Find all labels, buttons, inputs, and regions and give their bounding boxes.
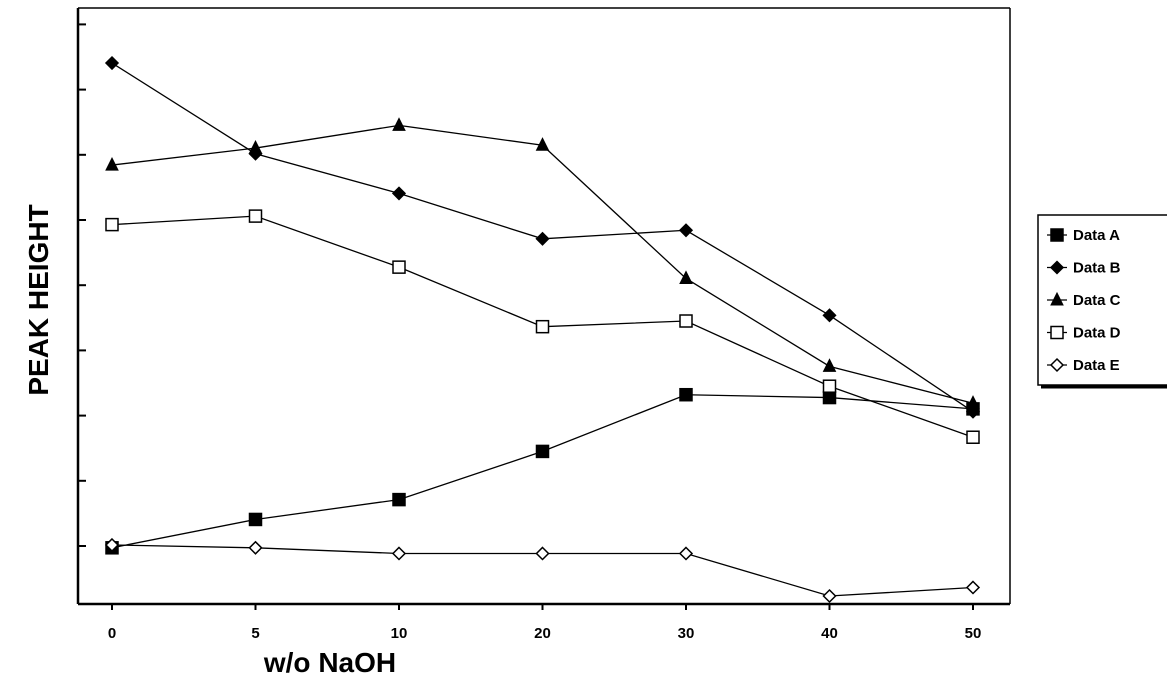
series-data-e	[104, 537, 981, 604]
series-line	[111, 124, 974, 404]
data-point	[248, 540, 263, 555]
x-axis-title: w/o NaOH	[263, 647, 396, 678]
data-point	[966, 430, 980, 444]
x-tick-label: 0	[108, 625, 116, 642]
legend-label: Data D	[1073, 325, 1121, 342]
data-point	[104, 537, 120, 553]
x-tick-label: 30	[678, 625, 695, 642]
x-tick-label: 5	[251, 625, 259, 642]
data-point	[822, 379, 837, 393]
data-point	[104, 55, 120, 71]
x-tick-label: 50	[965, 625, 982, 642]
y-axis-ticks	[78, 23, 86, 547]
data-point	[1050, 228, 1064, 242]
legend: Data A Data B Data C Data D Data E	[1037, 214, 1167, 389]
data-point	[965, 580, 981, 595]
x-tick-label: 10	[391, 625, 408, 642]
data-point	[1049, 260, 1065, 275]
y-axis-title: PEAK HEIGHT	[23, 204, 54, 395]
data-point	[248, 209, 263, 223]
data-point	[965, 404, 981, 419]
legend-label: Data A	[1073, 227, 1120, 244]
legend-label: Data E	[1073, 357, 1120, 374]
series-data-a	[105, 387, 980, 555]
data-point	[966, 395, 980, 409]
series-layer	[104, 55, 981, 604]
data-point	[822, 390, 837, 405]
data-point	[105, 217, 119, 232]
legend-label: Data B	[1073, 260, 1121, 277]
data-point	[535, 319, 550, 334]
series-data-d	[105, 209, 980, 444]
data-point	[105, 156, 119, 171]
series-data-c	[105, 117, 980, 409]
plot-frame	[76, 7, 1011, 606]
data-point	[679, 314, 693, 328]
x-tick-label: 20	[534, 625, 551, 642]
data-point	[679, 387, 693, 402]
legend-label: Data C	[1073, 292, 1121, 309]
data-point	[392, 260, 406, 274]
data-point	[535, 444, 550, 459]
data-point	[535, 546, 550, 561]
data-point	[392, 117, 406, 131]
series-data-b	[104, 55, 981, 419]
data-point	[392, 492, 406, 507]
data-point	[1050, 325, 1064, 340]
data-point	[1049, 357, 1065, 373]
data-point	[678, 223, 694, 238]
data-point	[248, 512, 263, 527]
series-line	[111, 394, 974, 549]
data-point	[679, 270, 693, 284]
data-point	[822, 588, 837, 604]
x-axis-ticks: 0 5 10 20 30 40 50	[108, 604, 982, 642]
data-point	[1050, 291, 1064, 306]
data-point	[678, 546, 694, 561]
data-point	[822, 308, 837, 323]
data-point	[391, 186, 407, 201]
x-tick-label: 40	[821, 625, 838, 642]
data-point	[822, 358, 837, 372]
data-point	[248, 139, 263, 154]
data-point	[391, 546, 407, 561]
data-point	[535, 137, 550, 151]
data-point	[535, 231, 550, 246]
